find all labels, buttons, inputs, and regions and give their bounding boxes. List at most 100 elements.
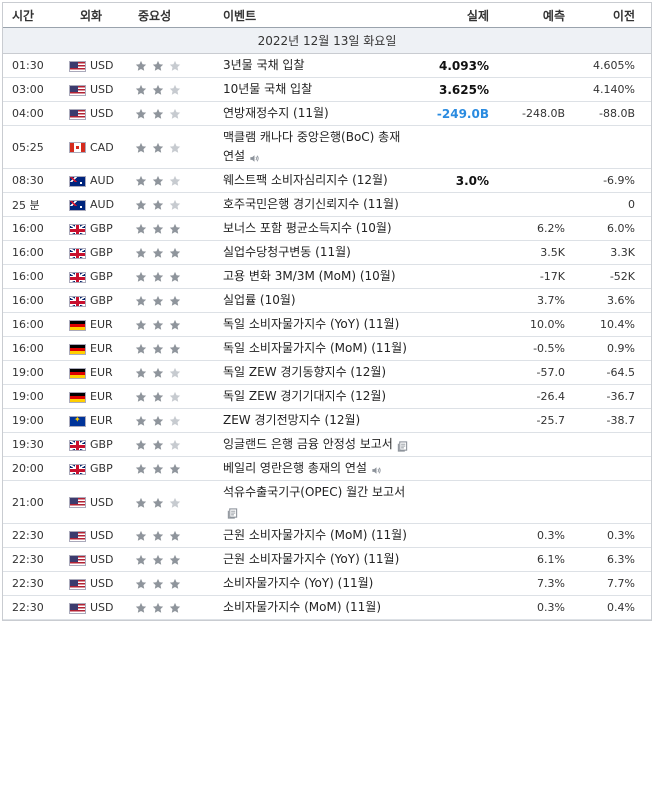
flag-icon bbox=[69, 497, 86, 508]
event-name[interactable]: 맥클램 캐나다 중앙은행(BoC) 총재 연설 bbox=[223, 130, 401, 163]
star-icon bbox=[152, 319, 164, 331]
event-name[interactable]: 베일리 영란은행 총재의 연설 bbox=[223, 461, 367, 475]
event-time: 19:00 bbox=[3, 384, 69, 409]
event-time: 22:30 bbox=[3, 595, 69, 620]
event-name[interactable]: 근원 소비자물가지수 (YoY) (11월) bbox=[223, 552, 400, 566]
event-row[interactable]: 16:00 GBP 실업수당청구변동 (11월) 3.5K 3.3K bbox=[3, 240, 651, 265]
event-name[interactable]: 실업수당청구변동 (11월) bbox=[223, 245, 351, 259]
event-currency: USD bbox=[90, 107, 114, 120]
event-name[interactable]: 잉글랜드 은행 금융 안정성 보고서 bbox=[223, 437, 393, 451]
report-icon[interactable] bbox=[227, 506, 238, 519]
event-forecast: 3.5K bbox=[495, 240, 571, 265]
event-row[interactable]: 16:00 EUR 독일 소비자물가지수 (YoY) (11월) 10.0% 1… bbox=[3, 312, 651, 337]
event-row[interactable]: 21:00 USD 석유수출국기구(OPEC) 월간 보고서 bbox=[3, 480, 651, 524]
event-row[interactable]: 04:00 USD 연방재정수지 (11월) -249.0B -248.0B -… bbox=[3, 101, 651, 126]
star-icon bbox=[135, 391, 147, 403]
importance-stars bbox=[135, 101, 223, 126]
event-name[interactable]: 근원 소비자물가지수 (MoM) (11월) bbox=[223, 528, 407, 542]
event-actual bbox=[413, 312, 495, 337]
event-previous: 10.4% bbox=[571, 312, 651, 337]
event-row[interactable]: 03:00 USD 10년물 국채 입찰 3.625% 4.140% bbox=[3, 77, 651, 102]
event-row[interactable]: 01:30 USD 3년물 국채 입찰 4.093% 4.605% bbox=[3, 53, 651, 78]
event-row[interactable]: 22:30 USD 소비자물가지수 (YoY) (11월) 7.3% 7.7% bbox=[3, 571, 651, 596]
event-forecast: -248.0B bbox=[495, 101, 571, 126]
event-name[interactable]: 독일 소비자물가지수 (MoM) (11월) bbox=[223, 341, 407, 355]
event-name[interactable]: 보너스 포함 평균소득지수 (10월) bbox=[223, 221, 392, 235]
event-currency-cell: USD bbox=[69, 523, 135, 548]
event-currency-cell: USD bbox=[69, 480, 135, 524]
importance-stars bbox=[135, 192, 223, 217]
importance-stars bbox=[135, 408, 223, 433]
header-importance[interactable]: 중요성 bbox=[135, 3, 223, 28]
event-previous: -38.7 bbox=[571, 408, 651, 433]
star-icon bbox=[135, 271, 147, 283]
event-currency: GBP bbox=[90, 462, 113, 475]
flag-icon bbox=[69, 271, 86, 283]
event-row[interactable]: 20:00 GBP 베일리 영란은행 총재의 연설 bbox=[3, 456, 651, 481]
star-icon bbox=[152, 223, 164, 235]
report-icon[interactable] bbox=[397, 439, 408, 452]
event-name[interactable]: 실업률 (10월) bbox=[223, 293, 296, 307]
header-currency[interactable]: 외화 bbox=[69, 3, 135, 28]
event-row[interactable]: 16:00 GBP 실업률 (10월) 3.7% 3.6% bbox=[3, 288, 651, 313]
header-actual[interactable]: 실제 bbox=[413, 3, 495, 28]
header-event[interactable]: 이벤트 bbox=[223, 3, 413, 28]
speaker-icon[interactable] bbox=[249, 151, 260, 162]
event-name[interactable]: 독일 ZEW 경기기대지수 (12월) bbox=[223, 389, 387, 403]
event-row[interactable]: 22:30 USD 소비자물가지수 (MoM) (11월) 0.3% 0.4% bbox=[3, 595, 651, 620]
event-name[interactable]: 호주국민은행 경기신뢰지수 (11월) bbox=[223, 197, 399, 211]
event-currency: EUR bbox=[90, 342, 113, 355]
event-currency: USD bbox=[90, 83, 114, 96]
event-name[interactable]: 웨스트팩 소비자심리지수 (12월) bbox=[223, 173, 388, 187]
event-row[interactable]: 25 분 AUD 호주국민은행 경기신뢰지수 (11월) 0 bbox=[3, 192, 651, 217]
event-previous bbox=[571, 432, 651, 457]
star-icon bbox=[152, 554, 164, 566]
calendar-table: 시간 외화 중요성 이벤트 실제 예측 이전 2022년 12월 13일 화요일… bbox=[3, 3, 651, 620]
star-icon bbox=[152, 199, 164, 211]
event-row[interactable]: 22:30 USD 근원 소비자물가지수 (MoM) (11월) 0.3% 0.… bbox=[3, 523, 651, 548]
event-forecast bbox=[495, 53, 571, 78]
event-name[interactable]: 연방재정수지 (11월) bbox=[223, 106, 329, 120]
star-icon bbox=[135, 343, 147, 355]
event-name[interactable]: 독일 소비자물가지수 (YoY) (11월) bbox=[223, 317, 400, 331]
importance-stars bbox=[135, 216, 223, 241]
event-row[interactable]: 08:30 AUD 웨스트팩 소비자심리지수 (12월) 3.0% -6.9% bbox=[3, 168, 651, 193]
event-name[interactable]: 고용 변화 3M/3M (MoM) (10월) bbox=[223, 269, 396, 283]
event-row[interactable]: 05:25 CAD 맥클램 캐나다 중앙은행(BoC) 총재 연설 bbox=[3, 125, 651, 169]
header-previous[interactable]: 이전 bbox=[571, 3, 651, 28]
event-actual bbox=[413, 571, 495, 596]
event-row[interactable]: 19:30 GBP 잉글랜드 은행 금융 안정성 보고서 bbox=[3, 432, 651, 457]
event-time: 16:00 bbox=[3, 288, 69, 313]
event-row[interactable]: 16:00 EUR 독일 소비자물가지수 (MoM) (11월) -0.5% 0… bbox=[3, 336, 651, 361]
event-row[interactable]: 22:30 USD 근원 소비자물가지수 (YoY) (11월) 6.1% 6.… bbox=[3, 547, 651, 572]
header-time[interactable]: 시간 bbox=[3, 3, 69, 28]
event-row[interactable]: 16:00 GBP 고용 변화 3M/3M (MoM) (10월) -17K -… bbox=[3, 264, 651, 289]
event-name[interactable]: ZEW 경기전망지수 (12월) bbox=[223, 413, 361, 427]
event-forecast: -25.7 bbox=[495, 408, 571, 433]
star-icon bbox=[169, 391, 181, 403]
event-currency-cell: EUR bbox=[69, 384, 135, 409]
event-name[interactable]: 3년물 국채 입찰 bbox=[223, 58, 305, 72]
speaker-icon[interactable] bbox=[371, 463, 382, 474]
event-previous bbox=[571, 456, 651, 481]
flag-icon bbox=[69, 439, 86, 451]
importance-stars bbox=[135, 547, 223, 572]
flag-icon bbox=[69, 415, 86, 427]
event-row[interactable]: 16:00 GBP 보너스 포함 평균소득지수 (10월) 6.2% 6.0% bbox=[3, 216, 651, 241]
event-previous: -64.5 bbox=[571, 360, 651, 385]
event-name[interactable]: 독일 ZEW 경기동향지수 (12월) bbox=[223, 365, 387, 379]
event-name[interactable]: 10년물 국채 입찰 bbox=[223, 82, 313, 96]
event-row[interactable]: 19:00 EUR 독일 ZEW 경기동향지수 (12월) -57.0 -64.… bbox=[3, 360, 651, 385]
event-row[interactable]: 19:00 EUR 독일 ZEW 경기기대지수 (12월) -26.4 -36.… bbox=[3, 384, 651, 409]
event-row[interactable]: 19:00 EUR ZEW 경기전망지수 (12월) -25.7 -38.7 bbox=[3, 408, 651, 433]
star-icon bbox=[135, 223, 147, 235]
importance-stars bbox=[135, 168, 223, 193]
event-name[interactable]: 석유수출국기구(OPEC) 월간 보고서 bbox=[223, 485, 406, 499]
event-name[interactable]: 소비자물가지수 (MoM) (11월) bbox=[223, 600, 381, 614]
star-icon bbox=[135, 530, 147, 542]
star-icon bbox=[135, 554, 147, 566]
event-previous: 7.7% bbox=[571, 571, 651, 596]
event-currency-cell: AUD bbox=[69, 192, 135, 217]
header-forecast[interactable]: 예측 bbox=[495, 3, 571, 28]
event-name[interactable]: 소비자물가지수 (YoY) (11월) bbox=[223, 576, 374, 590]
